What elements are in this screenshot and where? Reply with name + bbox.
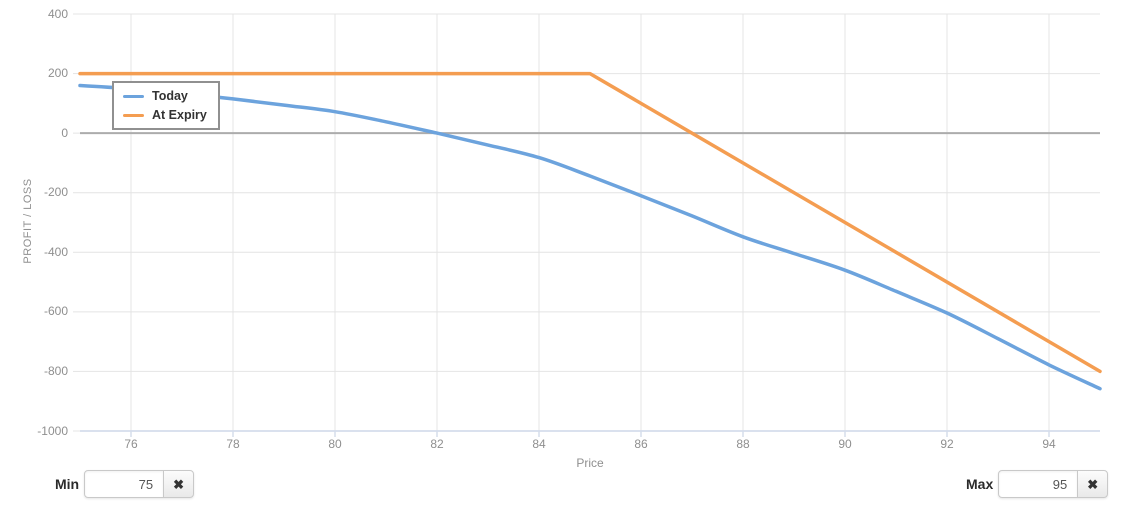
y-tick-label: -400	[43, 244, 68, 259]
y-tick-label: -600	[43, 304, 68, 319]
y-tick-label: 200	[47, 66, 68, 81]
x-axis-title: Price	[576, 456, 604, 470]
series-line-at-expiry	[78, 71, 1102, 374]
x-tick-label: 84	[532, 437, 546, 451]
legend-item-at-expiry[interactable]: At Expiry	[123, 108, 207, 122]
max-label: Max	[966, 476, 994, 492]
series-line-today	[78, 83, 1102, 391]
min-label: Min	[55, 476, 80, 492]
max-input[interactable]	[998, 470, 1079, 498]
y-tick-label: 0	[61, 125, 68, 140]
x-tick-label: 94	[1042, 437, 1056, 451]
legend-line-swatch	[123, 94, 144, 98]
x-tick-label: 82	[430, 437, 444, 451]
legend-label: Today	[152, 89, 188, 103]
clear-x-icon: ✖	[173, 476, 185, 492]
x-tick-label: 86	[634, 437, 648, 451]
x-tick-label: 78	[226, 437, 240, 451]
chart-legend: Today At Expiry	[112, 81, 220, 130]
x-tick-label: 76	[124, 437, 138, 451]
x-tick-label: 88	[736, 437, 750, 451]
clear-x-icon: ✖	[1087, 476, 1099, 492]
y-tick-label: 400	[47, 6, 68, 21]
y-tick-label: -200	[43, 185, 68, 200]
y-tick-label: -800	[43, 363, 68, 378]
min-input[interactable]	[84, 470, 165, 498]
legend-item-today[interactable]: Today	[123, 89, 207, 103]
x-tick-label: 92	[940, 437, 954, 451]
x-tick-label: 80	[328, 437, 342, 451]
min-control: Min ✖	[55, 470, 195, 498]
legend-label: At Expiry	[152, 108, 207, 122]
y-axis-title: PROFIT / LOSS	[22, 178, 34, 264]
x-tick-label: 90	[838, 437, 852, 451]
y-tick-label: -1000	[37, 423, 68, 438]
legend-line-swatch	[123, 113, 144, 117]
max-control: Max ✖	[966, 470, 1109, 498]
profit-loss-chart[interactable]	[0, 0, 1140, 470]
min-clear-button[interactable]: ✖	[163, 470, 195, 498]
max-clear-button[interactable]: ✖	[1077, 470, 1109, 498]
